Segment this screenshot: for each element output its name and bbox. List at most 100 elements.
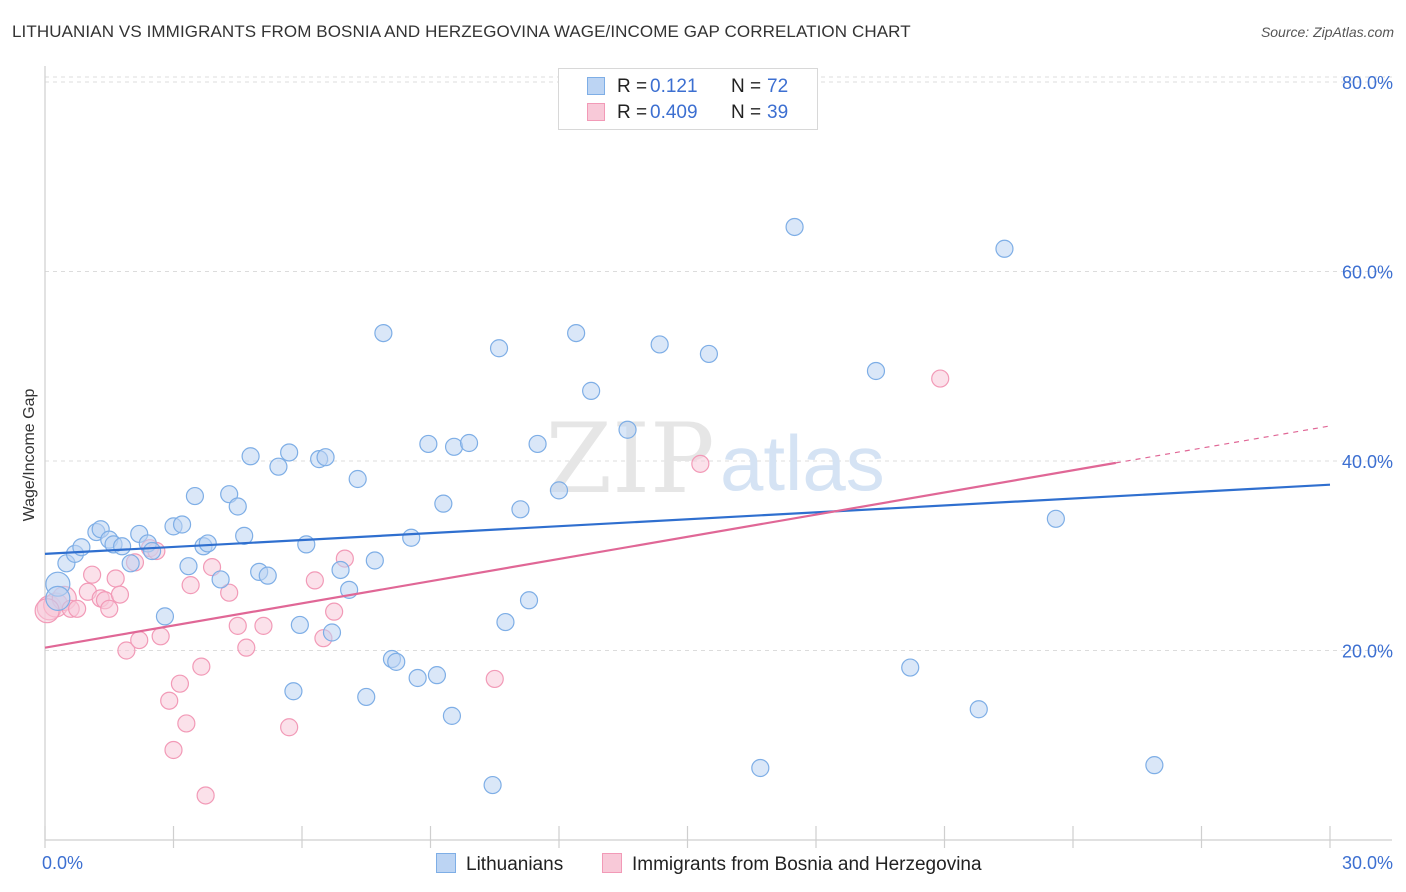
legend-n-value: 39	[767, 102, 789, 123]
bosnia-point	[192, 657, 211, 676]
bosnia-point	[130, 630, 149, 650]
lithuanian-point	[582, 381, 601, 400]
lithuanian-point	[549, 481, 569, 500]
bosnia-point	[170, 674, 190, 693]
bosnia-point	[164, 740, 183, 760]
correlation-legend: R = 0.121 N = 72 R = 0.409 N = 39	[558, 68, 818, 130]
lithuanian-point	[442, 706, 462, 725]
legend-n-label: N =	[731, 102, 762, 123]
x-tick-label: 30.0%	[1342, 853, 1393, 873]
bosnia-point	[151, 627, 170, 646]
lithuanian-trend-line	[44, 483, 1331, 555]
chart-title: LITHUANIAN VS IMMIGRANTS FROM BOSNIA AND…	[12, 22, 911, 41]
lithuanian-point	[444, 437, 464, 456]
lithuanian-point	[459, 433, 479, 453]
grid-lines	[45, 76, 1392, 651]
y-tick-label: 20.0%	[1342, 642, 1393, 662]
bosnia-point	[181, 576, 200, 595]
lithuanian-point	[290, 615, 309, 635]
lithuanian-point	[650, 335, 669, 354]
legend-n-value: 72	[767, 76, 789, 97]
source-label: Source: ZipAtlas.com	[1260, 24, 1394, 40]
y-axis-label: Wage/Income Gap	[21, 389, 38, 522]
lithuanian-point	[322, 623, 342, 642]
legend-r-label: R =	[617, 76, 648, 97]
bottom-legend-lithuanians: Lithuanians	[436, 853, 563, 876]
lithuanian-point	[511, 500, 530, 519]
watermark: ZIP atlas	[545, 403, 884, 515]
lithuanian-point	[419, 434, 438, 454]
lithuanian-point	[172, 515, 192, 534]
lithuanian-point	[618, 420, 637, 439]
bosnia-point	[325, 602, 344, 621]
bottom-legend-label: Lithuanians	[466, 854, 564, 875]
legend-swatch-pink	[587, 103, 605, 121]
lithuanian-point	[316, 448, 335, 467]
y-tick-label: 80.0%	[1342, 73, 1393, 93]
legend-r-label: R =	[617, 102, 648, 123]
lithuanian-point	[483, 775, 502, 795]
trend-lines	[44, 425, 1331, 649]
axes	[44, 66, 1392, 848]
lithuanian-point	[519, 591, 539, 610]
bosnia-point	[117, 641, 136, 660]
bosnia-point	[280, 718, 299, 737]
lithuanian-point	[185, 486, 205, 506]
lithuanian-point	[387, 652, 406, 671]
lithuanian-point	[235, 526, 254, 545]
bosnia-point	[68, 599, 87, 618]
lithuanian-point	[211, 570, 230, 589]
bosnia-trend-line	[44, 461, 1117, 649]
lithuanian-point	[402, 528, 421, 547]
lithuanian-point	[528, 434, 547, 454]
lithuanian-point	[121, 554, 140, 573]
lithuanian-point	[408, 668, 427, 688]
lithuanian-point	[228, 497, 247, 516]
lithuanian-point	[374, 323, 393, 343]
bosnia-point	[237, 638, 256, 657]
lithuanian-point	[198, 534, 217, 553]
lithuanian-point	[269, 457, 288, 476]
lithuanian-point	[348, 469, 367, 489]
bosnia-point	[931, 369, 950, 388]
bottom-legend-swatch-pink	[602, 853, 622, 873]
lithuanian-point	[112, 537, 132, 556]
bosnia-point	[485, 669, 504, 689]
y-tick-label: 60.0%	[1342, 263, 1393, 283]
lithuanian-point	[155, 607, 175, 626]
legend-n-label: N =	[731, 76, 762, 97]
lithuanian-point	[220, 485, 239, 504]
lithuanian-point	[785, 217, 804, 237]
lithuanian-point	[969, 700, 988, 719]
bosnia-point	[228, 616, 247, 635]
lithuanian-point	[241, 447, 260, 466]
watermark-atlas: atlas	[720, 419, 885, 507]
bosnia-point	[106, 569, 125, 588]
bosnia-point	[196, 786, 215, 805]
lithuanian-point	[331, 560, 350, 580]
bosnia-point	[202, 558, 222, 577]
lithuanian-point	[995, 239, 1014, 258]
bottom-legend-swatch-blue	[436, 853, 456, 873]
bosnia-point	[305, 571, 324, 590]
bosnia-point	[160, 691, 179, 710]
bosnia-point	[220, 583, 239, 602]
lithuanian-point	[1145, 756, 1164, 775]
y-tick-label: 40.0%	[1342, 452, 1393, 472]
legend-swatch-blue	[587, 77, 605, 95]
lithuanian-point	[1046, 509, 1065, 528]
x-tick-label: 0.0%	[42, 853, 83, 873]
lithuanian-point	[357, 687, 376, 707]
bosnia-point	[177, 714, 196, 733]
lithuanian-point	[258, 566, 277, 585]
bottom-legend-bosnia: Immigrants from Bosnia and Herzegovina	[602, 853, 982, 876]
legend-r-value: 0.409	[650, 102, 698, 123]
lithuanian-point	[45, 585, 71, 611]
lithuanian-point	[567, 323, 586, 343]
bosnia-point	[691, 454, 710, 473]
lithuanian-point	[142, 541, 162, 561]
lithuanian-point	[179, 557, 198, 576]
lithuanian-point	[427, 666, 447, 685]
lithuanian-point	[365, 551, 384, 570]
